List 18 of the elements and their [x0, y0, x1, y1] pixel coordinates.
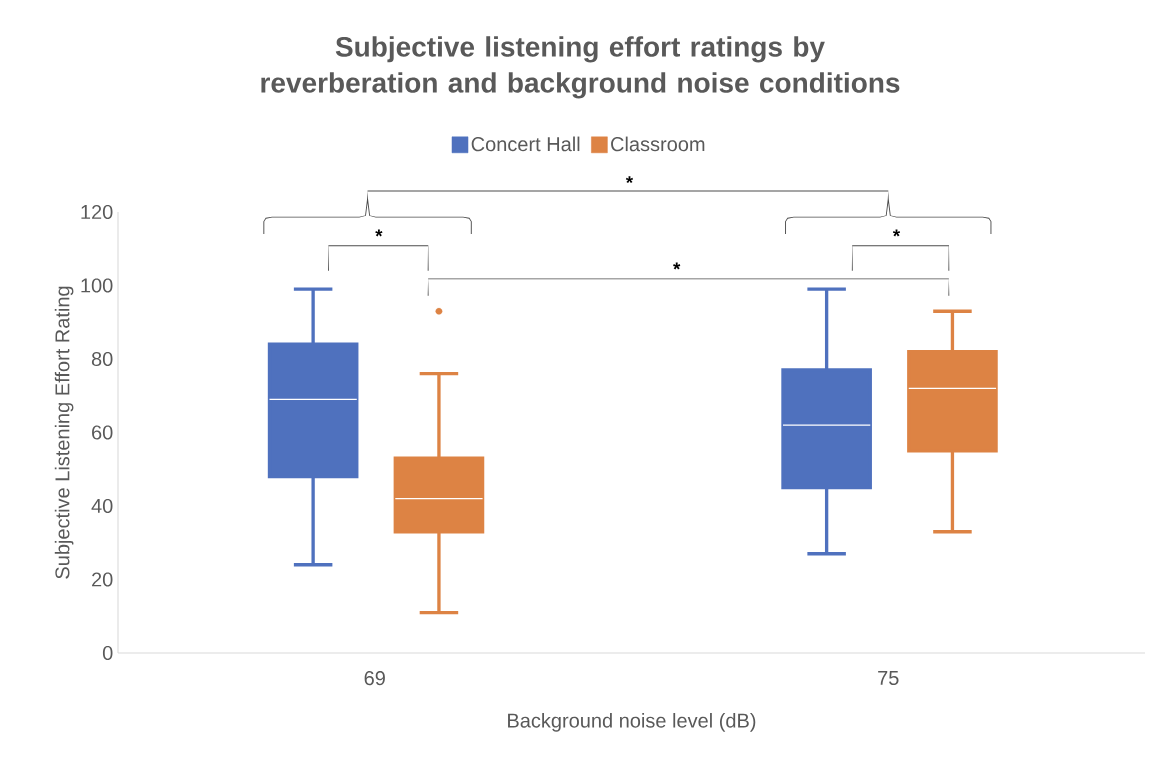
legend-label: Concert Hall: [471, 136, 580, 152]
x-axis-title: Background noise level (dB): [508, 713, 756, 732]
annotation: *: [673, 262, 681, 270]
text: *: [625, 176, 634, 184]
y-tick-label: 60: [92, 425, 113, 440]
y-tick-label: 120: [81, 204, 113, 220]
y-tick-label: 40: [91, 498, 113, 514]
y-tick-label: 80: [91, 351, 113, 367]
x-tick-label: 75: [878, 671, 899, 685]
y-tick-label: 20: [92, 572, 113, 587]
y-tick-label: 100: [81, 278, 113, 293]
y-tick-label: 0: [102, 645, 113, 661]
chart-title: Subjective listening effort ratings by reverberation and background noise conditions: [261, 36, 900, 99]
annotation: *: [375, 229, 383, 237]
x-tick-label: 69: [364, 671, 385, 686]
legend-label: Classroom: [611, 136, 705, 152]
y-axis-title: Subjective Listening Effort Rating: [54, 286, 74, 579]
annotation: *: [892, 229, 901, 237]
